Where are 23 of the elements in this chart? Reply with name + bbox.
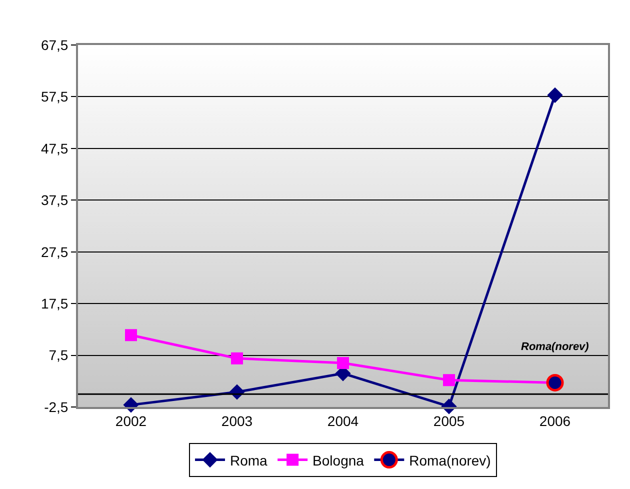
x-tick-label: 2004 <box>327 412 359 429</box>
y-tick-label: 67,5 <box>40 36 68 53</box>
point <box>547 87 563 103</box>
y-tick-label: 7,5 <box>48 347 68 364</box>
legend-label: Bologna <box>312 452 364 468</box>
legend-label: Roma <box>230 452 268 468</box>
point <box>443 374 455 386</box>
y-tick-label: 27,5 <box>40 244 68 260</box>
point <box>546 374 564 392</box>
y-tick-label: 47,5 <box>40 140 68 156</box>
annotation: Roma(norev) <box>521 341 590 353</box>
legend-label: Roma(norev) <box>409 452 491 468</box>
y-tick-label: 17,5 <box>40 295 68 312</box>
point <box>337 357 349 370</box>
x-tick-label: 2003 <box>221 412 253 429</box>
x-tick-label: 2005 <box>433 412 465 429</box>
x-tick-label: 2006 <box>539 412 571 429</box>
x-tick-label: 2002 <box>115 412 147 429</box>
y-tick-label: -2,5 <box>44 398 68 415</box>
y-tick-label: 57,5 <box>40 88 68 105</box>
y-tick-label: 37,5 <box>40 192 68 208</box>
point <box>125 329 137 342</box>
point <box>231 352 243 364</box>
